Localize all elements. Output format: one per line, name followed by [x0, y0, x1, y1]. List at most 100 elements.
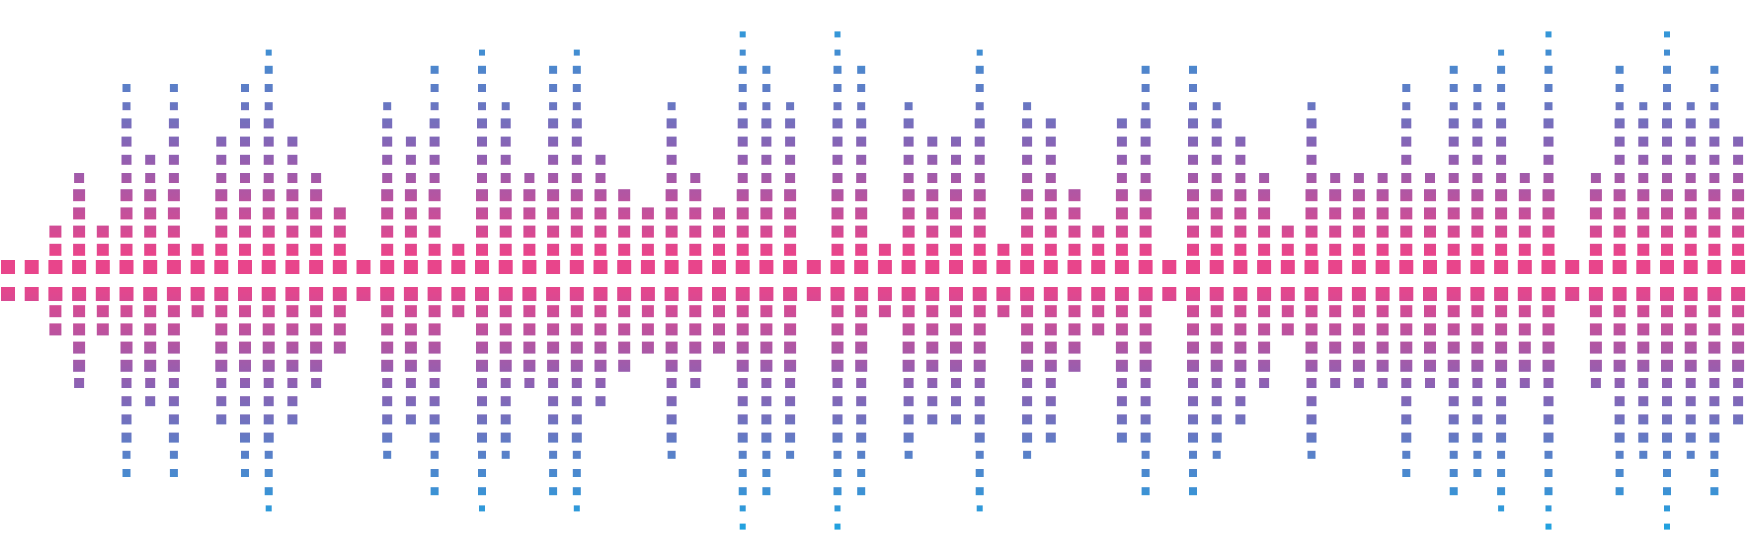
waveform-dot: [593, 260, 608, 274]
waveform-dot: [973, 189, 986, 202]
waveform-dot: [144, 359, 157, 372]
waveform-dot: [570, 207, 583, 220]
waveform-dot: [1021, 243, 1034, 256]
waveform-dot: [1494, 287, 1509, 301]
waveform-dot: [855, 207, 868, 220]
waveform-dot: [1709, 432, 1720, 443]
waveform-dot: [1732, 189, 1745, 202]
waveform-dot: [1141, 84, 1150, 92]
waveform-dot: [120, 323, 133, 336]
waveform-dot: [1638, 136, 1649, 147]
waveform-dot: [382, 378, 393, 388]
waveform-dot: [1519, 378, 1530, 388]
waveform-dot: [594, 189, 607, 202]
waveform-dot: [573, 49, 580, 56]
waveform-dot: [1449, 469, 1458, 477]
waveform-dot: [241, 84, 249, 92]
waveform-dot: [855, 341, 868, 354]
waveform-dot: [1092, 225, 1105, 238]
waveform-dot: [595, 154, 606, 165]
waveform-dot: [500, 432, 511, 443]
waveform-dot: [831, 305, 844, 318]
waveform-dot: [1353, 378, 1364, 388]
waveform-dot: [168, 414, 179, 425]
waveform-dot: [1496, 118, 1507, 129]
waveform-dot: [664, 287, 679, 301]
waveform-dot: [73, 225, 86, 238]
waveform-dot: [761, 118, 772, 129]
waveform-dot: [1497, 450, 1506, 459]
waveform-dot: [1545, 523, 1552, 530]
waveform-dot: [1233, 260, 1248, 274]
waveform-dot: [1447, 323, 1460, 336]
waveform-dot: [1377, 378, 1388, 388]
waveform-dot: [760, 305, 773, 318]
waveform-dot: [167, 225, 180, 238]
waveform-dot: [1329, 243, 1342, 256]
waveform-dot: [1472, 118, 1483, 129]
waveform-dot: [190, 260, 205, 274]
waveform-dot: [737, 396, 748, 407]
waveform-dot: [286, 189, 299, 202]
waveform-dot: [215, 207, 228, 220]
waveform-dot: [1613, 341, 1626, 354]
waveform-dot: [1139, 225, 1152, 238]
waveform-dot: [1495, 243, 1508, 256]
waveform-dot: [1141, 469, 1150, 477]
waveform-dot: [641, 225, 654, 238]
waveform-dot: [760, 243, 773, 256]
waveform-dot: [1542, 359, 1555, 372]
waveform-dot: [831, 225, 844, 238]
waveform-dot: [735, 287, 750, 301]
waveform-dot: [356, 260, 371, 274]
waveform-dot: [1351, 287, 1366, 301]
waveform-dot: [831, 243, 844, 256]
waveform-dot: [215, 225, 228, 238]
waveform-dot: [1330, 173, 1341, 183]
waveform-dot: [144, 323, 157, 336]
waveform-dot: [736, 225, 749, 238]
waveform-dot: [1116, 432, 1127, 443]
waveform-dot: [973, 359, 986, 372]
waveform-dot: [572, 487, 581, 496]
waveform-dot: [1138, 287, 1153, 301]
waveform-dot: [428, 341, 441, 354]
waveform-dot: [1187, 207, 1199, 220]
waveform-dot: [736, 243, 749, 256]
waveform-dot: [569, 287, 584, 301]
waveform-dot: [595, 173, 606, 183]
waveform-dot: [144, 225, 157, 238]
waveform-dot: [1661, 189, 1673, 202]
waveform-dot: [1448, 136, 1459, 147]
waveform-dot: [122, 450, 131, 459]
waveform-dot: [665, 189, 678, 202]
waveform-dot: [286, 225, 299, 238]
waveform-dot: [405, 154, 416, 165]
waveform-dot: [523, 323, 536, 336]
waveform-dot: [1707, 260, 1722, 274]
waveform-dot: [48, 260, 63, 274]
waveform-dot: [95, 287, 110, 301]
waveform-dot: [1022, 414, 1033, 425]
waveform-dot: [263, 396, 274, 407]
waveform-dot: [1615, 450, 1624, 459]
waveform-dot: [1399, 260, 1414, 274]
waveform-dot: [785, 414, 796, 425]
waveform-dot: [523, 189, 536, 202]
waveform-dot: [548, 396, 559, 407]
waveform-dot: [240, 432, 250, 443]
waveform-dot: [1449, 65, 1458, 74]
waveform-dot: [1140, 154, 1151, 165]
waveform-dot: [1281, 243, 1294, 256]
waveform-dot: [1210, 225, 1223, 238]
waveform-dot: [786, 102, 795, 111]
waveform-dot: [1375, 287, 1390, 301]
waveform-dot: [240, 378, 250, 388]
waveform-dot: [121, 432, 132, 443]
waveform-dot: [216, 396, 227, 407]
waveform-dot: [783, 260, 798, 274]
waveform-dot: [120, 225, 133, 238]
waveform-dot: [1258, 225, 1271, 238]
waveform-dot: [831, 189, 844, 202]
waveform-dot: [926, 305, 939, 318]
